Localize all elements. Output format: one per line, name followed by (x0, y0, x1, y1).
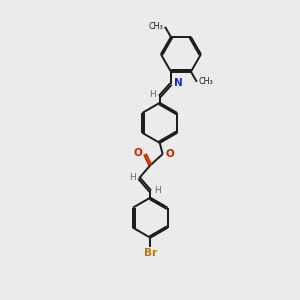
Text: H: H (129, 172, 136, 182)
Text: H: H (154, 185, 160, 194)
Text: N: N (174, 78, 183, 88)
Text: H: H (149, 90, 156, 99)
Text: CH₃: CH₃ (199, 77, 213, 86)
Text: O: O (133, 148, 142, 158)
Text: O: O (166, 148, 174, 158)
Text: Br: Br (144, 248, 157, 258)
Text: CH₃: CH₃ (148, 22, 163, 31)
